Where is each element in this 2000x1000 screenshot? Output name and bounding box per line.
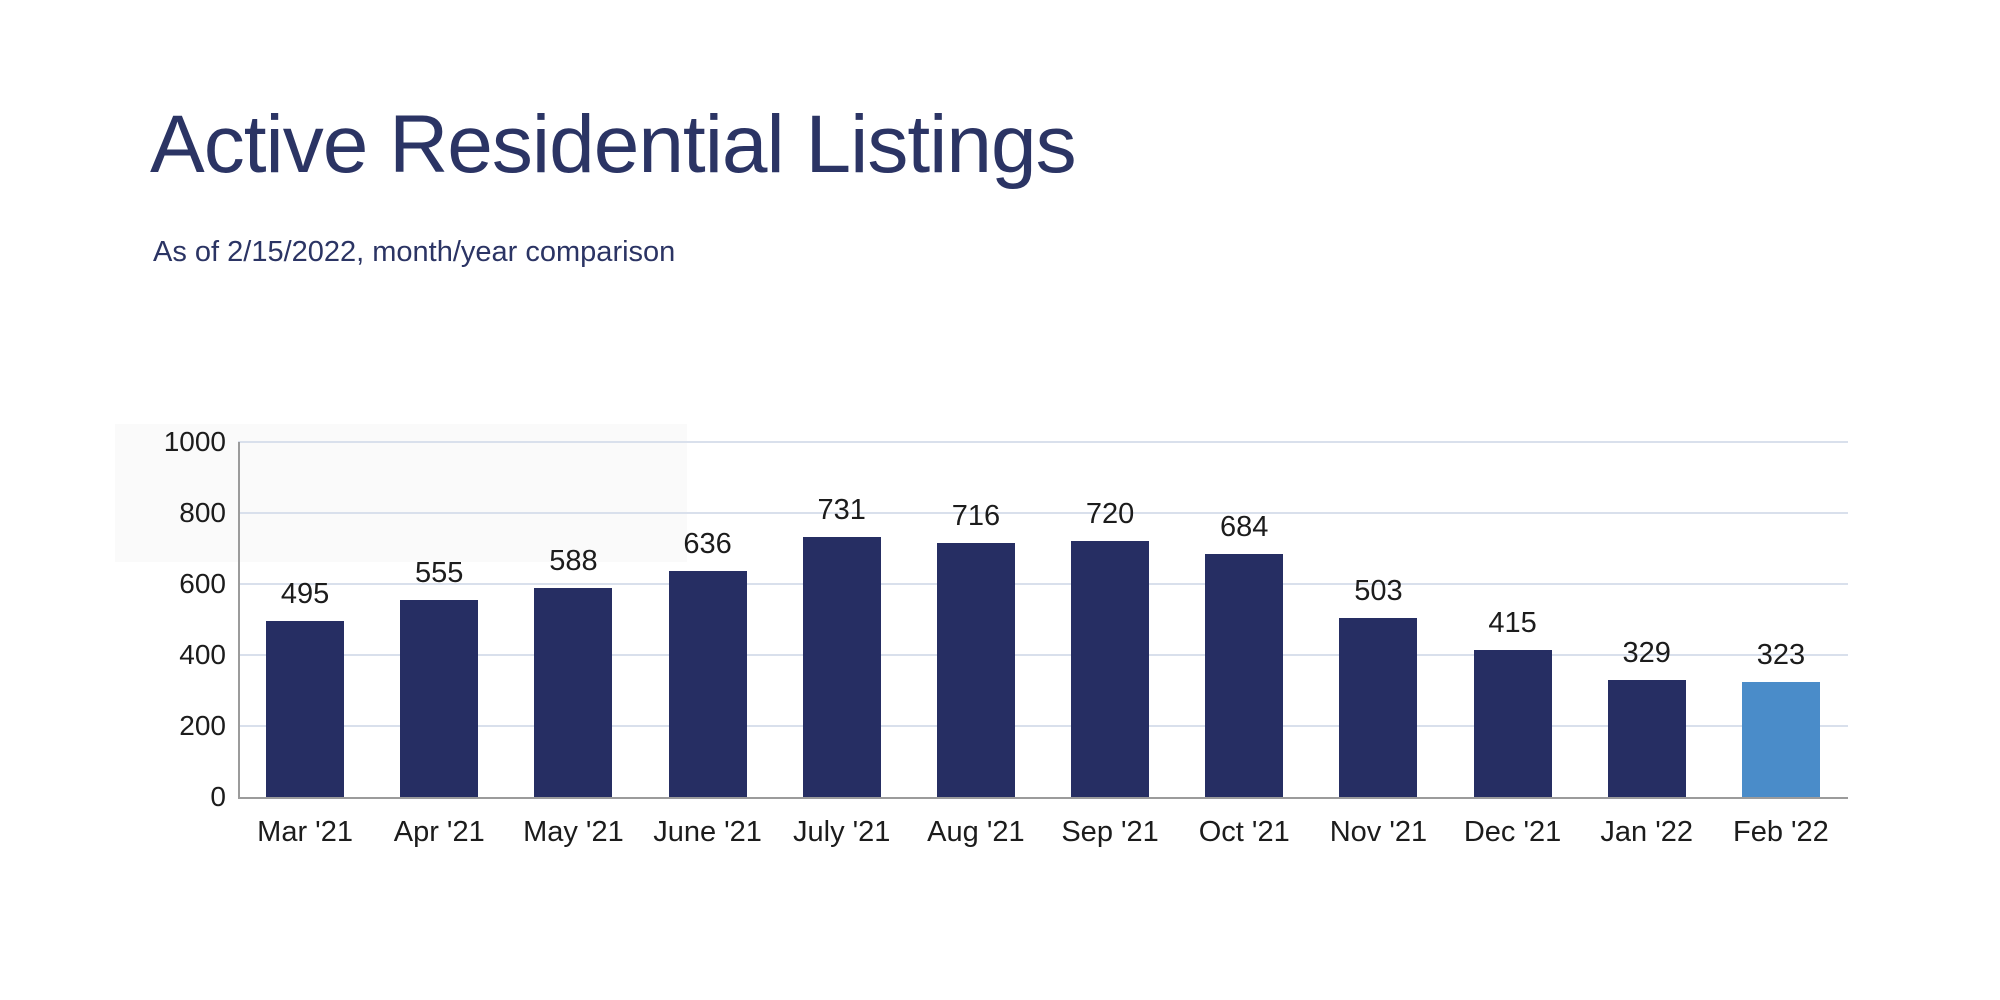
bar-value-label: 503 (1354, 575, 1403, 608)
bar-value-label: 329 (1622, 637, 1671, 670)
bar-value-label: 716 (951, 499, 1001, 532)
bar-value-label: 731 (817, 494, 866, 527)
x-axis-tick-label: Nov '21 (1329, 816, 1428, 848)
x-axis-tick-label: Dec '21 (1463, 816, 1562, 848)
x-axis-line (238, 797, 1848, 799)
bar-value-label: 555 (415, 556, 464, 589)
x-axis-tick-label: May '21 (523, 816, 624, 848)
x-axis-tick-label: Mar '21 (257, 816, 353, 848)
bar (400, 599, 479, 797)
background-artifact (115, 424, 687, 562)
y-axis-tick-label: 800 (179, 497, 226, 528)
y-axis-tick-label: 400 (179, 639, 226, 670)
x-axis-tick-label: July '21 (793, 816, 891, 848)
y-axis-tick-label: 0 (210, 781, 226, 812)
y-axis-tick-label: 600 (179, 568, 226, 599)
bar (1607, 680, 1686, 797)
x-axis-tick-label: Oct '21 (1198, 816, 1290, 848)
y-axis-tick-label: 200 (179, 710, 226, 741)
bar (802, 537, 881, 797)
bar (668, 571, 747, 797)
gridline (238, 512, 1848, 514)
gridline (238, 583, 1848, 585)
y-axis-line (238, 442, 240, 799)
y-axis-tick-label: 1000 (163, 426, 226, 457)
x-axis-tick-label: June '21 (653, 816, 762, 848)
bar-value-label: 495 (280, 578, 330, 611)
bar (266, 621, 345, 797)
bar-value-label: 415 (1488, 606, 1537, 639)
gridline (238, 654, 1848, 656)
gridline (238, 725, 1848, 727)
bar (1071, 541, 1150, 797)
x-axis-tick-label: Apr '21 (393, 816, 485, 848)
gridline (238, 441, 1848, 443)
bar-value-label: 720 (1085, 498, 1135, 531)
page-subtitle: As of 2/15/2022, month/year comparison (153, 236, 676, 268)
bar-value-label: 588 (549, 545, 598, 578)
page-title: Active Residential Listings (150, 99, 1077, 190)
bar (1473, 649, 1552, 797)
bar (1339, 618, 1418, 797)
bar (936, 542, 1015, 797)
bar-value-label: 684 (1220, 511, 1269, 544)
bar-value-label: 636 (683, 528, 732, 561)
bar (534, 588, 613, 797)
x-axis-tick-label: Sep '21 (1061, 816, 1159, 848)
bar (1205, 554, 1284, 797)
bar (1741, 682, 1820, 797)
x-axis-tick-label: Aug '21 (927, 816, 1025, 848)
x-axis-tick-label: Jan '22 (1600, 816, 1694, 848)
x-axis-tick-label: Feb '22 (1732, 816, 1829, 848)
bar-value-label: 323 (1756, 639, 1806, 672)
